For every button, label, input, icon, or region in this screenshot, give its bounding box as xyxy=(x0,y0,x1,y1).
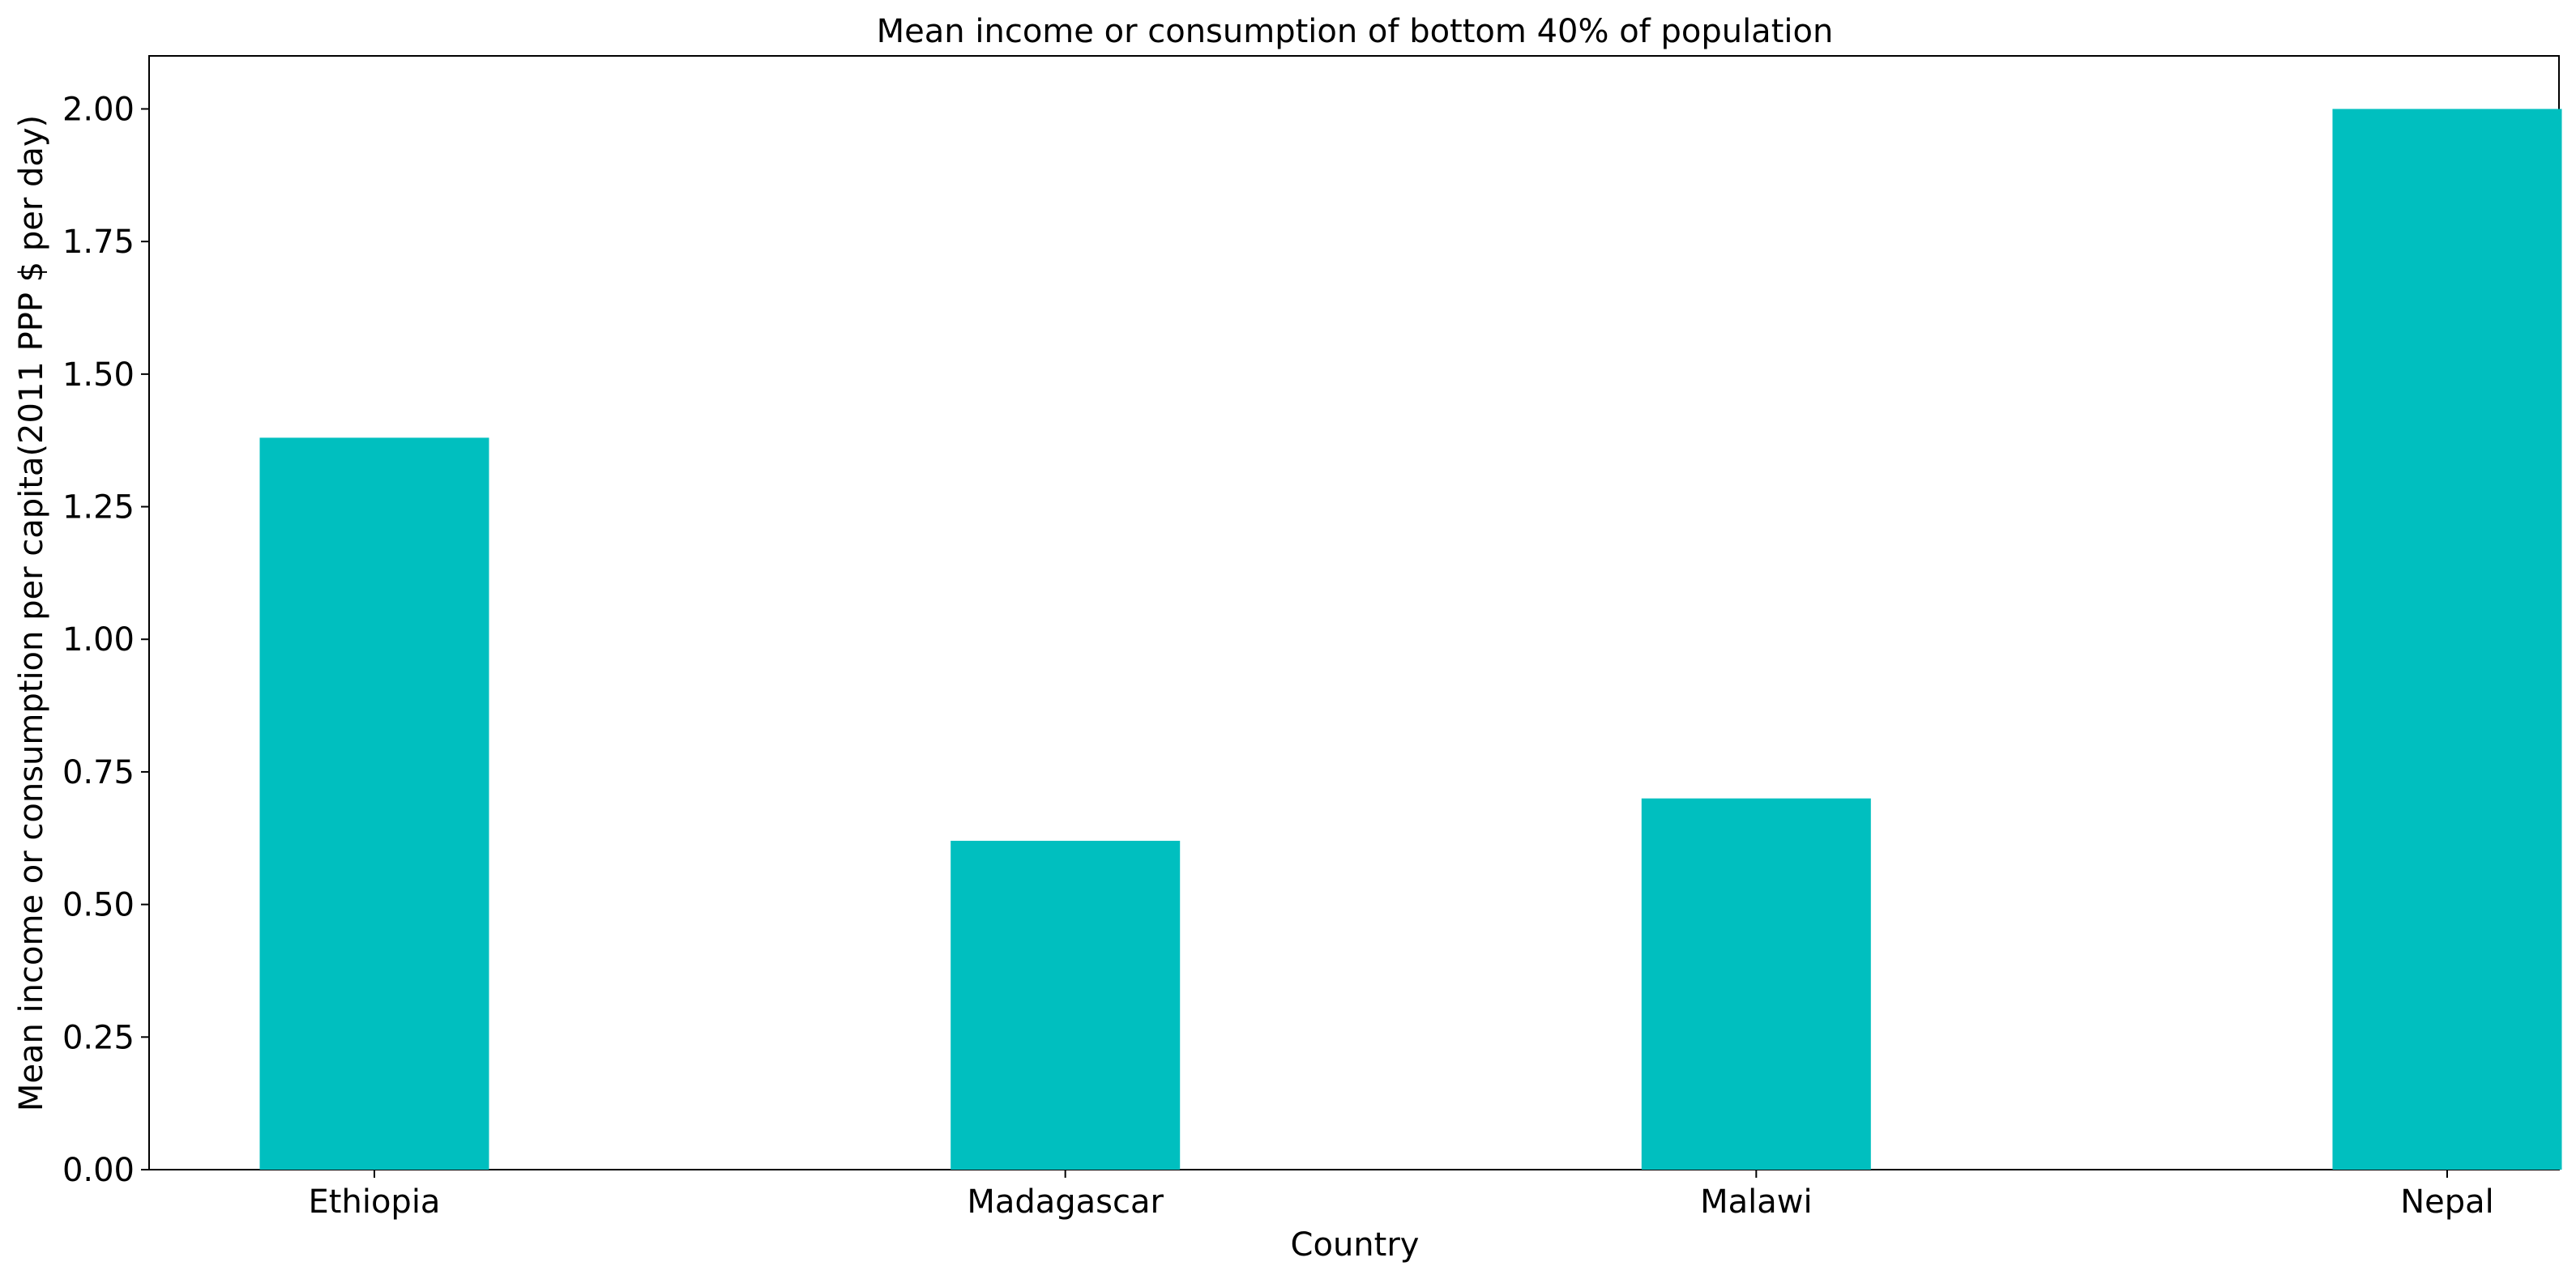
bar-ethiopia xyxy=(259,437,489,1170)
x-axis-label: Country xyxy=(1291,1226,1420,1264)
y-tick-label: 1.75 xyxy=(62,224,135,261)
chart-title: Mean income or consumption of bottom 40%… xyxy=(877,13,1834,50)
y-tick-label: 1.50 xyxy=(62,356,135,394)
x-tick-label: Malawi xyxy=(1700,1183,1812,1221)
bar-malawi xyxy=(1641,798,1871,1170)
y-tick-label: 1.00 xyxy=(62,621,135,659)
y-tick-label: 0.00 xyxy=(62,1152,135,1189)
y-axis-label: Mean income or consumption per capita(20… xyxy=(13,115,50,1111)
plot-area xyxy=(148,55,2560,1170)
x-tick-label: Nepal xyxy=(2400,1183,2494,1221)
bar-nepal xyxy=(2332,109,2562,1170)
y-tick-label: 0.75 xyxy=(62,754,135,791)
y-tick-label: 0.50 xyxy=(62,887,135,924)
plot-frame xyxy=(148,55,2560,1170)
bar-madagascar xyxy=(951,841,1181,1170)
x-axis: Ethiopia Madagascar Malawi Nepal xyxy=(309,1170,2494,1221)
y-axis: 0.00 0.25 0.50 0.75 1.00 1.25 1.50 1.75 2.00 xyxy=(62,91,149,1189)
y-tick-label: 0.25 xyxy=(62,1019,135,1056)
x-tick-label: Madagascar xyxy=(967,1183,1164,1221)
y-tick-label: 1.25 xyxy=(62,489,135,527)
y-tick-label: 2.00 xyxy=(62,91,135,128)
bars-group xyxy=(259,109,2562,1170)
x-tick-label: Ethiopia xyxy=(309,1183,441,1221)
